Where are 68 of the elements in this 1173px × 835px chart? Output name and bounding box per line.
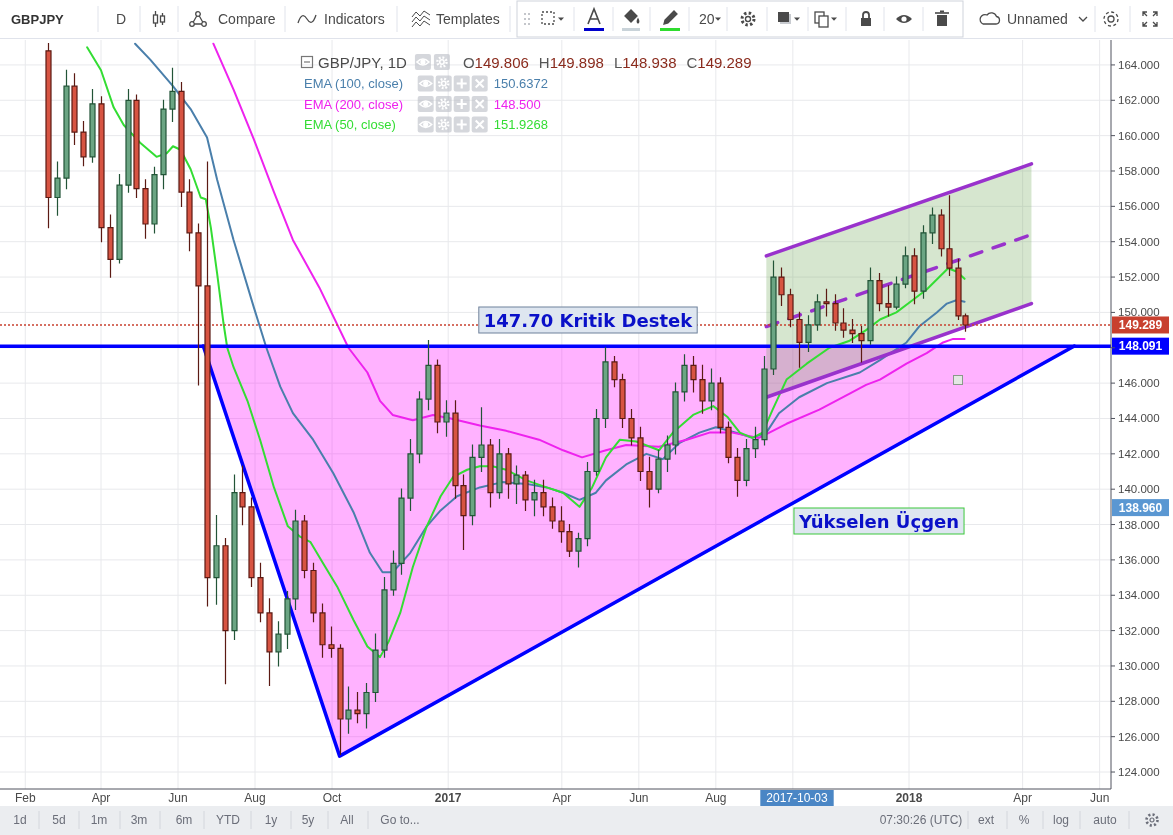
y-tick-label: 164.000 xyxy=(1118,58,1160,71)
y-tick-label: 140.000 xyxy=(1118,483,1160,496)
y-tick-label: 156.000 xyxy=(1118,200,1160,213)
y-tick-label: 160.000 xyxy=(1118,129,1160,142)
x-tick-label: Apr xyxy=(91,791,111,805)
text: EMA (200, close) xyxy=(304,96,403,112)
text: GBP/JPY, 1D xyxy=(318,53,408,71)
y-tick-label: 134.000 xyxy=(1118,589,1160,602)
text: O149.806 H149.898 L148.938 C149.289 xyxy=(462,53,752,71)
text: 20 xyxy=(699,11,715,27)
y-tick-label: 132.000 xyxy=(1118,624,1160,637)
y-tick-label: 128.000 xyxy=(1118,695,1160,708)
text: 5y xyxy=(301,813,315,827)
text: 138.960 xyxy=(1118,500,1163,515)
text: auto xyxy=(1093,813,1117,827)
y-tick-label: 138.000 xyxy=(1118,518,1160,531)
text: ext xyxy=(977,813,995,827)
text: Templates xyxy=(436,11,500,27)
text: D xyxy=(115,11,127,27)
x-tick-label: Jun xyxy=(1089,791,1110,805)
y-tick-label: 146.000 xyxy=(1118,377,1160,390)
text: GBPJPY xyxy=(11,12,65,27)
y-tick-label: 150.000 xyxy=(1118,306,1160,319)
x-tick-label: Feb xyxy=(14,791,36,805)
text: 6m xyxy=(175,813,193,827)
x-tick-label: Jun xyxy=(168,791,188,805)
y-tick-label: 126.000 xyxy=(1118,730,1160,743)
annotation: 148.500 xyxy=(493,96,541,112)
y-tick-label: 144.000 xyxy=(1118,412,1160,425)
y-tick-label: 158.000 xyxy=(1118,164,1160,177)
x-tick-label: Jun xyxy=(629,791,649,805)
text: Compare xyxy=(218,11,276,27)
text: 3m xyxy=(130,813,148,827)
annotation: 147.70 Kritik Destek xyxy=(483,309,694,331)
y-tick-label: 124.000 xyxy=(1118,766,1160,779)
y-tick-label: 142.000 xyxy=(1118,447,1160,460)
text: 1d xyxy=(13,813,27,827)
text: Go to... xyxy=(380,813,420,827)
y-tick-label: 152.000 xyxy=(1118,271,1160,284)
y-tick-label: 136.000 xyxy=(1118,553,1160,566)
text: Unnamed xyxy=(1007,11,1068,27)
text: EMA (50, close) xyxy=(304,117,396,132)
text: log xyxy=(1052,813,1070,827)
text: 5d xyxy=(52,813,66,827)
y-tick-label: 130.000 xyxy=(1118,659,1160,672)
x-tick-label: Apr xyxy=(552,791,572,805)
ref-line-label: 148.091 xyxy=(1118,339,1163,354)
text: 07:30:26 (UTC) xyxy=(879,813,963,827)
text: All xyxy=(340,813,354,827)
annotation: 151.9268 xyxy=(493,117,548,132)
y-tick-label: 154.000 xyxy=(1118,235,1160,248)
y-tick-label: 162.000 xyxy=(1118,94,1160,107)
x-tick-label: Aug xyxy=(705,791,727,805)
text: 1y xyxy=(264,813,278,827)
x-tick-label: Apr xyxy=(1013,791,1032,805)
x-tick-label: Aug xyxy=(244,791,266,805)
text: 2017-10-03 xyxy=(766,791,829,805)
text: % xyxy=(1018,813,1030,827)
text: 1m xyxy=(90,813,108,827)
annotation: 150.6372 xyxy=(493,76,548,91)
text: Indicators xyxy=(324,11,385,27)
annotation: Yükselen Üçgen xyxy=(797,510,960,532)
text: EMA (100, close) xyxy=(304,76,403,91)
x-tick-label: Oct xyxy=(322,791,343,805)
ref-line-label: 149.289 xyxy=(1118,317,1163,332)
x-tick-label: 2017 xyxy=(434,791,462,805)
text: YTD xyxy=(216,813,241,827)
x-tick-label: 2018 xyxy=(895,791,923,805)
